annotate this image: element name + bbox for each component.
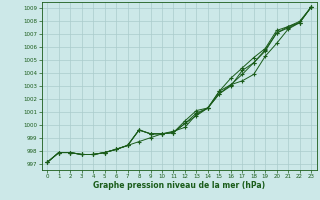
X-axis label: Graphe pression niveau de la mer (hPa): Graphe pression niveau de la mer (hPa) <box>93 181 265 190</box>
